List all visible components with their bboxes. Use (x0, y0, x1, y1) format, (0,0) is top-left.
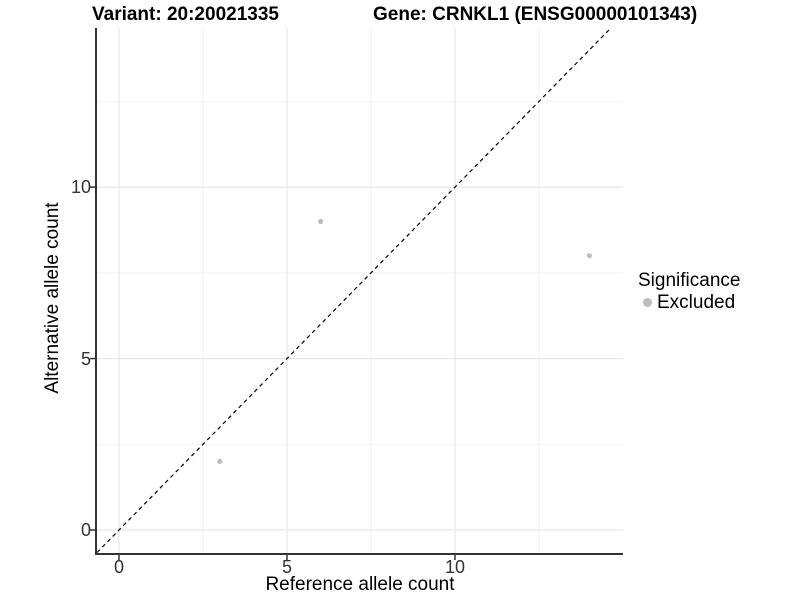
data-point (586, 253, 593, 259)
y-tick-label: 0 (80, 520, 91, 541)
legend-entry: Excluded (643, 292, 740, 313)
identity-line (96, 27, 612, 553)
variant-title: Variant: 20:20021335 (92, 4, 279, 25)
x-tick-label: 5 (281, 557, 293, 577)
x-tick-label: 10 (444, 557, 466, 577)
data-point (217, 458, 223, 465)
gene-title: Gene: CRNKL1 (ENSG00000101343) (373, 4, 698, 25)
x-axis-title: Reference allele count (265, 574, 455, 595)
legend-entry-label: Excluded (657, 292, 736, 313)
y-tick-label: 10 (70, 177, 91, 198)
y-tick-label: 5 (80, 348, 91, 369)
legend-point-icon (643, 298, 652, 307)
legend-title: Significance (638, 270, 741, 291)
x-tick-label: 0 (113, 557, 125, 577)
legend: Significance Excluded (636, 270, 740, 313)
data-point (318, 218, 324, 225)
